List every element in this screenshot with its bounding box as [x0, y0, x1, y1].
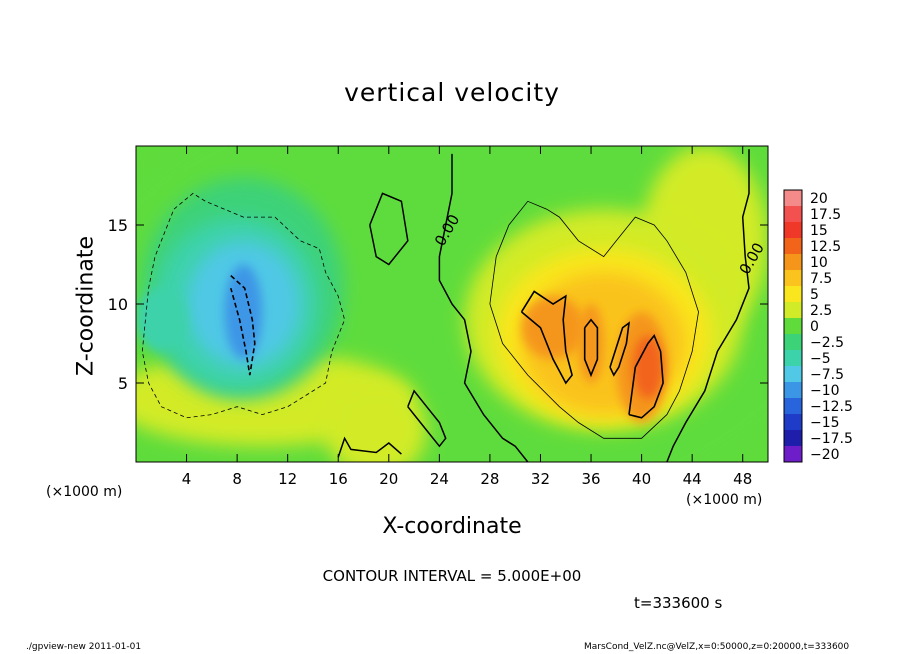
colorbar: 2017.51512.5107.552.50−2.5−5−7.5−10−12.5… [783, 189, 853, 463]
field-downdraft-peak [224, 264, 263, 360]
footer-right: MarsCond_VelZ.nc@VelZ,x=0:50000,z=0:2000… [584, 642, 850, 652]
colorbar-label: 0 [810, 319, 819, 335]
x-tick-label: 44 [683, 470, 702, 488]
x-tick-label: 24 [430, 470, 449, 488]
colorbar-swatch [784, 270, 802, 286]
colorbar-swatch [784, 238, 802, 254]
colorbar-swatch [784, 430, 802, 446]
colorbar-label: 15 [810, 223, 828, 239]
contour-zero-bottom [337, 436, 402, 458]
contour-zero-mid [438, 153, 529, 462]
colorbar-label: −5 [810, 351, 831, 367]
colorbar-label: 10 [810, 255, 828, 271]
contour-plus-10-c [609, 321, 631, 377]
x-axis: 4 8 12 16 20 24 28 32 36 40 44 48 [182, 146, 752, 488]
colorbar-label: −20 [810, 447, 840, 463]
colorbar-frame [783, 189, 803, 463]
x-tick-label: 28 [480, 470, 499, 488]
colorbar-label: −2.5 [810, 335, 844, 351]
x-tick-label: 8 [232, 470, 242, 488]
colorbar-label: 7.5 [810, 271, 832, 287]
colorbar-label: −12.5 [810, 399, 853, 415]
footer-left: ./gpview-new 2011-01-01 [26, 642, 142, 652]
contour-plus-10-a [520, 290, 573, 385]
colorbar-label: 5 [810, 287, 819, 303]
contour-minus-2-5 [141, 192, 346, 419]
colorbar-swatch [784, 350, 802, 366]
colorbar-swatch [784, 414, 802, 430]
colorbar-swatch [784, 318, 802, 334]
contour-lines [141, 149, 750, 462]
contour-zero-small [407, 389, 447, 448]
colorbar-swatch [784, 334, 802, 350]
time-label: t=333600 s [634, 594, 723, 612]
colorbar-label: 20 [810, 191, 828, 207]
colorbar-swatch [784, 254, 802, 270]
colorbar-label: −10 [810, 383, 840, 399]
field-downdraft-west [136, 288, 187, 352]
field-updraft-core-b [578, 304, 604, 383]
colorbar-label: −17.5 [810, 431, 853, 447]
colorbar-label: 2.5 [810, 303, 832, 319]
x-tick-label: 36 [581, 470, 600, 488]
contour-zero-right [666, 149, 750, 462]
x-tick-label: 4 [182, 470, 192, 488]
x-unit-label-left: (×1000 m) [46, 484, 123, 500]
colorbar-swatch [784, 302, 802, 318]
y-axis-label: Z-coordinate [73, 236, 99, 376]
contour-plus-10-b [583, 318, 599, 378]
field-updraft-core-a [521, 296, 585, 360]
colorbar-swatch [784, 286, 802, 302]
colorbar-swatch [784, 446, 802, 462]
colorbar-label: 17.5 [810, 207, 841, 223]
contour-plus-2-5 [489, 200, 699, 439]
field-yellow-column [325, 383, 427, 462]
x-tick-label: 16 [329, 470, 348, 488]
x-axis-label: X-coordinate [382, 514, 522, 539]
x-tick-label: 12 [278, 470, 297, 488]
y-axis: 5 10 15 [108, 216, 768, 393]
y-tick-label: 10 [108, 295, 128, 314]
contour-interval: CONTOUR INTERVAL = 5.000E+00 [322, 567, 582, 585]
colorbar-label: −15 [810, 415, 840, 431]
colorbar-swatch [784, 222, 802, 238]
x-tick-label: 48 [733, 470, 752, 488]
y-tick-label: 5 [118, 374, 128, 393]
colorbar-label: 12.5 [810, 239, 841, 255]
x-tick-label: 32 [531, 470, 550, 488]
colorbar-swatch [784, 206, 802, 222]
colorbar-label: −7.5 [810, 367, 844, 383]
x-tick-label: 20 [379, 470, 398, 488]
colorbar-swatch [784, 366, 802, 382]
x-tick-label: 40 [632, 470, 651, 488]
chart-title: vertical velocity [344, 78, 560, 107]
contour-minus-10 [230, 275, 256, 376]
colorbar-swatch [784, 190, 802, 206]
colorbar-swatch [784, 398, 802, 414]
x-unit-label-right: (×1000 m) [686, 492, 763, 508]
field-updraft-peak [632, 335, 664, 399]
contour-plus-10-d [628, 334, 664, 419]
contour-zero-loop [369, 192, 409, 266]
y-tick-label: 15 [108, 216, 128, 235]
colorbar-swatch [784, 382, 802, 398]
